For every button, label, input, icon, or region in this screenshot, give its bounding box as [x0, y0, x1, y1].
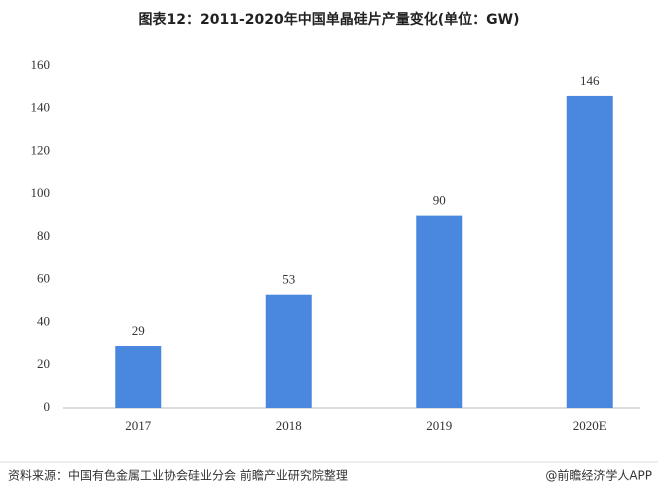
value-label: 90: [433, 193, 446, 208]
source: 资料来源：中国有色金属工业协会硅业分会 前瞻产业研究院整理: [8, 468, 348, 483]
bar: [265, 294, 312, 408]
chart-title: 图表12：2011-2020年中国单晶硅片产量变化(单位：GW): [139, 11, 520, 28]
x-tick-label: 2019: [426, 418, 452, 433]
x-tick-label: 2017: [125, 418, 152, 433]
x-tick-label: 2018: [276, 418, 302, 433]
value-label: 146: [580, 73, 600, 88]
y-tick-label: 140: [31, 100, 51, 115]
x-tick-label: 2020E: [573, 418, 607, 433]
y-tick-label: 20: [37, 356, 50, 371]
bar: [115, 346, 162, 408]
bar: [416, 215, 463, 408]
value-label: 29: [132, 323, 145, 338]
y-tick-label: 0: [44, 399, 51, 414]
y-tick-label: 120: [31, 142, 51, 157]
credit: @前瞻经济学人APP: [545, 468, 652, 483]
y-tick-label: 40: [37, 313, 50, 328]
y-tick-label: 160: [31, 57, 51, 72]
bar: [566, 95, 613, 409]
value-label: 53: [282, 272, 295, 287]
y-tick-label: 80: [37, 228, 50, 243]
y-tick-label: 60: [37, 271, 50, 286]
y-tick-label: 100: [31, 185, 51, 200]
